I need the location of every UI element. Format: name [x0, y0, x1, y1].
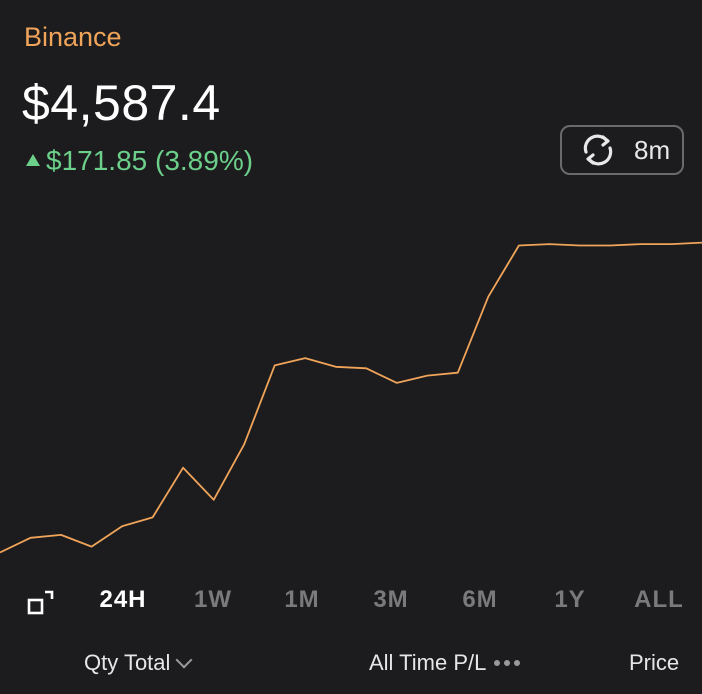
range-button-1m[interactable]: 1M — [284, 586, 320, 613]
range-button-6m[interactable]: 6M — [462, 586, 498, 613]
refresh-icon — [578, 130, 618, 170]
price-chart — [0, 241, 702, 554]
refresh-age-label: 8m — [634, 134, 671, 165]
all-time-pl-selector[interactable]: All Time P/L — [369, 650, 521, 676]
price-column-header[interactable]: Price — [629, 650, 679, 676]
more-options-icon — [494, 660, 521, 666]
exchange-name: Binance — [24, 22, 122, 52]
current-price: $4,587.4 — [22, 75, 221, 131]
qty-total-dropdown[interactable]: Qty Total — [84, 650, 193, 676]
qty-total-label: Qty Total — [84, 650, 171, 675]
refresh-button[interactable]: 8m — [560, 125, 684, 175]
time-range-bar: 24H 1W 1M 3M 6M 1Y ALL — [0, 580, 702, 624]
range-button-24h[interactable]: 24H — [99, 586, 147, 613]
range-button-1w[interactable]: 1W — [194, 586, 232, 613]
range-button-1y[interactable]: 1Y — [554, 586, 586, 613]
price-change: $171.85 (3.89%) — [26, 143, 253, 179]
price-label: Price — [629, 650, 680, 675]
up-triangle-icon — [26, 154, 40, 166]
expand-icon[interactable] — [26, 588, 56, 618]
all-time-pl-label: All Time P/L — [369, 650, 487, 675]
holdings-footer: Qty Total All Time P/L Price — [0, 646, 702, 686]
chevron-down-icon — [175, 651, 193, 669]
range-button-all[interactable]: ALL — [634, 586, 684, 613]
price-line — [0, 241, 702, 554]
range-button-3m[interactable]: 3M — [373, 586, 409, 613]
price-change-value: $171.85 (3.89%) — [46, 145, 254, 176]
